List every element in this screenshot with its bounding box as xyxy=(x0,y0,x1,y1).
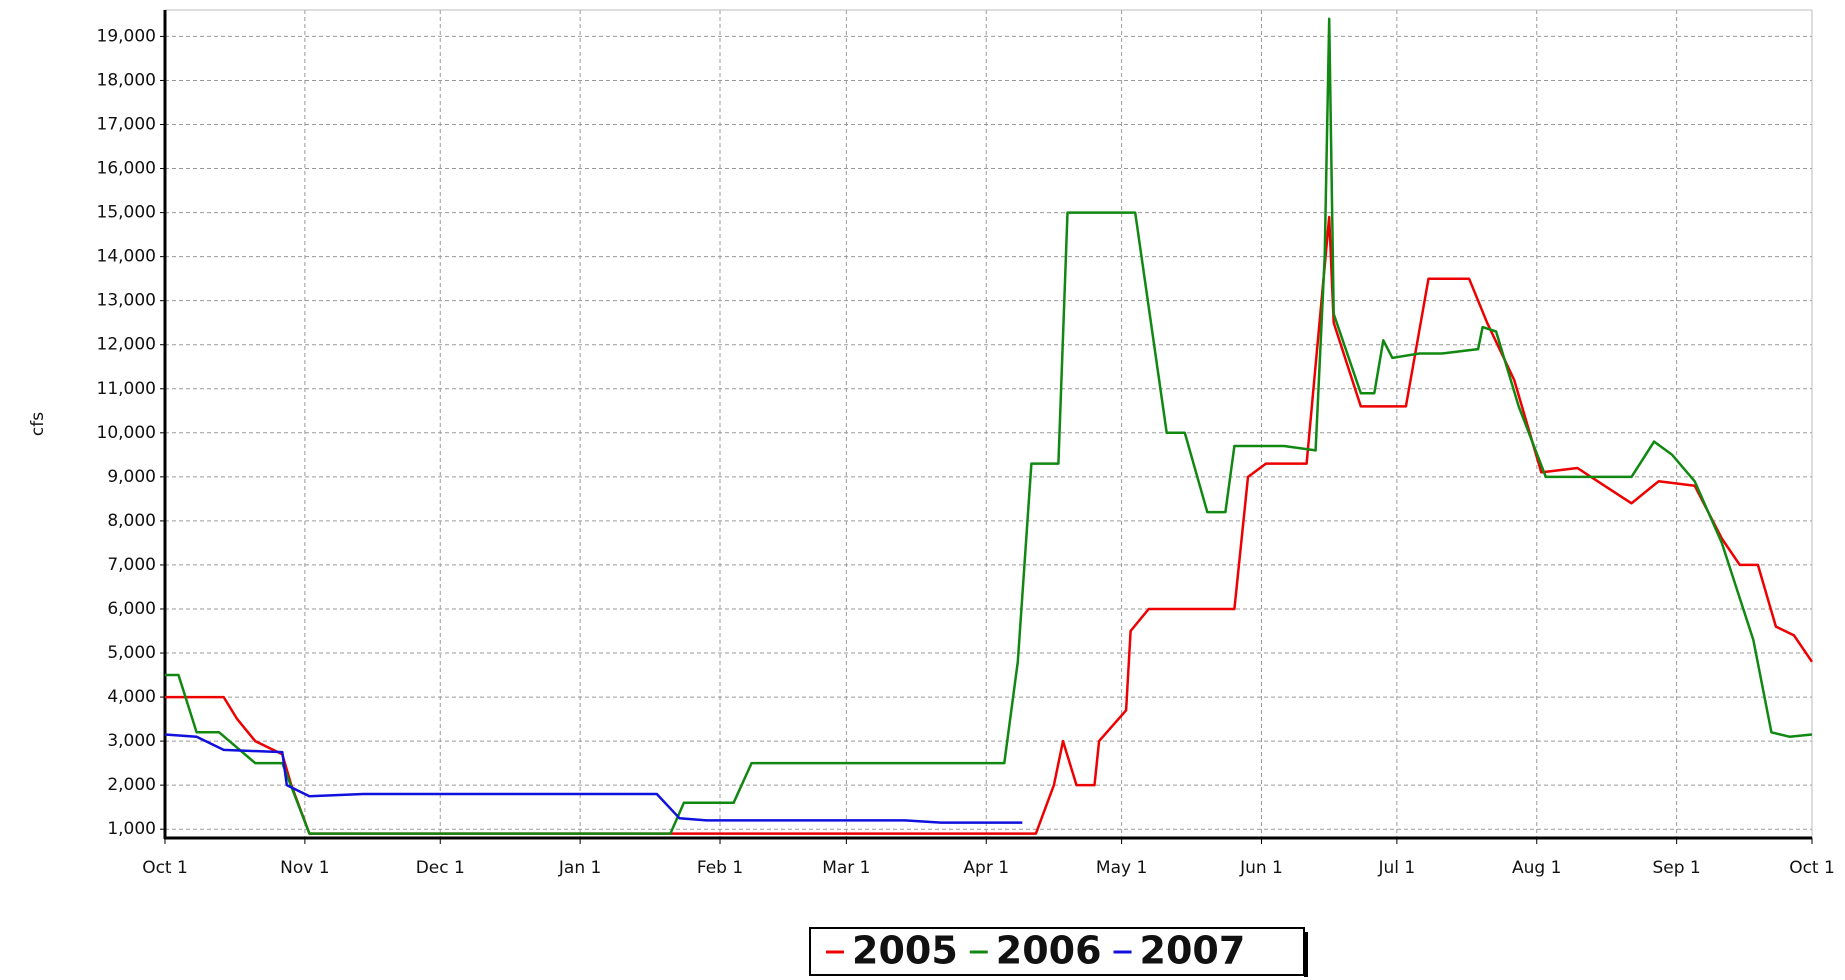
legend-label: 2007 xyxy=(1140,929,1246,973)
series-line xyxy=(165,215,1814,835)
legend-label: 2005 xyxy=(852,929,958,973)
x-tick-label: Dec 1 xyxy=(416,858,465,878)
y-tick-label: 5,000 xyxy=(107,643,156,663)
x-tick-label: Jan 1 xyxy=(558,858,601,878)
y-tick-label: 4,000 xyxy=(107,687,156,707)
y-tick-label: 2,000 xyxy=(107,775,156,795)
x-tick-label: Oct 1 xyxy=(1789,858,1835,878)
x-tick-label: Jun 1 xyxy=(1239,858,1283,878)
x-tick-label: Apr 1 xyxy=(963,858,1009,878)
y-tick-label: 12,000 xyxy=(97,335,156,355)
series-line xyxy=(165,17,1813,835)
y-tick-label: 19,000 xyxy=(97,26,156,46)
y-axis-label: cfs xyxy=(28,412,48,436)
y-tick-label: 17,000 xyxy=(97,115,156,135)
y-tick-label: 3,000 xyxy=(107,731,156,751)
legend-label: 2006 xyxy=(996,929,1102,973)
y-tick-label: 14,000 xyxy=(97,247,156,267)
y-tick-label: 18,000 xyxy=(97,70,156,90)
x-tick-label: Jul 1 xyxy=(1377,858,1415,878)
y-tick-label: 13,000 xyxy=(97,291,156,311)
x-tick-label: Sep 1 xyxy=(1652,858,1700,878)
legend-box xyxy=(809,927,1305,976)
x-tick-label: Mar 1 xyxy=(822,858,870,878)
x-tick-label: Feb 1 xyxy=(697,858,743,878)
y-tick-label: 7,000 xyxy=(107,555,156,575)
series-line xyxy=(164,733,1023,824)
x-tick-label: Oct 1 xyxy=(142,858,188,878)
y-tick-label: 8,000 xyxy=(107,511,156,531)
y-tick-label: 16,000 xyxy=(97,159,156,179)
y-tick-label: 9,000 xyxy=(107,467,156,487)
y-tick-label: 10,000 xyxy=(97,423,156,443)
y-tick-label: 1,000 xyxy=(107,819,156,839)
x-tick-label: Nov 1 xyxy=(280,858,329,878)
x-tick-label: May 1 xyxy=(1096,858,1147,878)
y-tick-label: 11,000 xyxy=(97,379,156,399)
x-tick-label: Aug 1 xyxy=(1512,858,1561,878)
y-tick-label: 15,000 xyxy=(97,203,156,223)
y-tick-label: 6,000 xyxy=(107,599,156,619)
